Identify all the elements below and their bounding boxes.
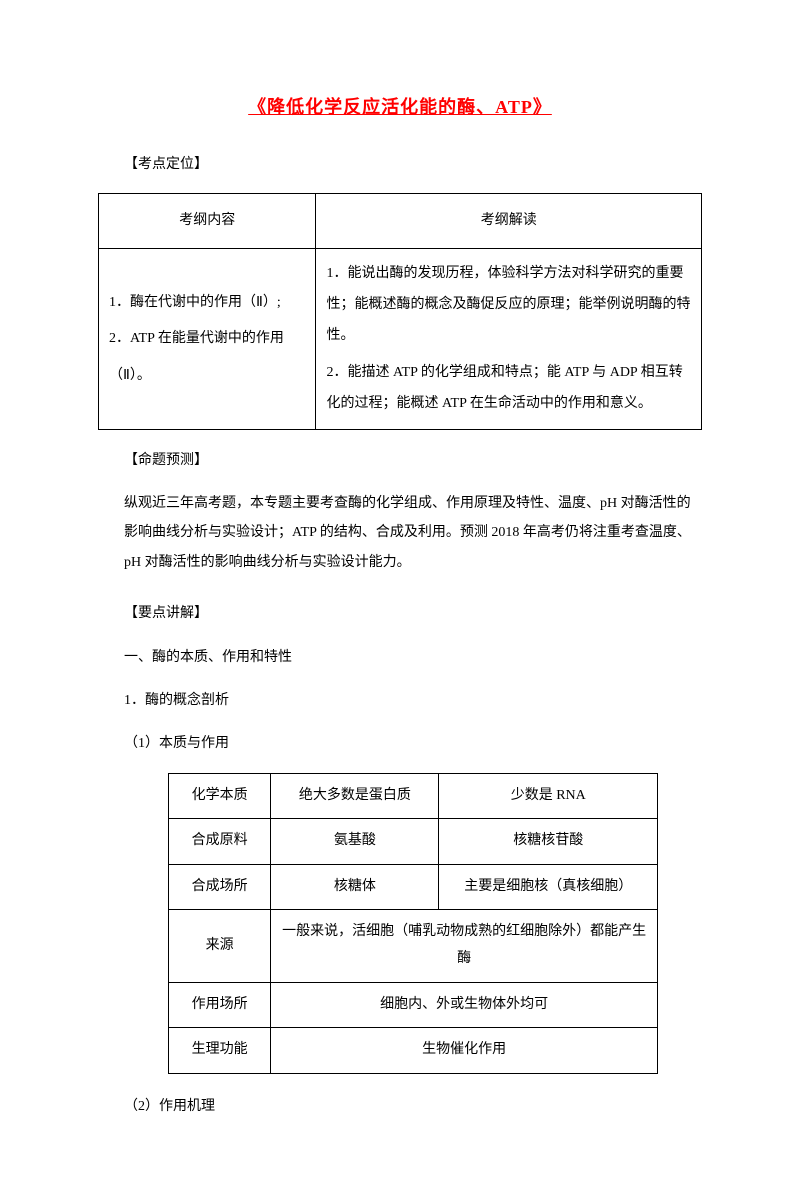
tbl2-source-text: 一般来说，活细胞（哺乳动物成熟的红细胞除外）都能产生酶 <box>271 910 658 982</box>
tbl2-place-label: 作用场所 <box>169 982 271 1028</box>
tbl1-right-line1: 1．能说出酶的发现历程，体验科学方法对科学研究的重要性；能概述酶的概念及酶促反应… <box>326 259 691 351</box>
table-row: 化学本质 绝大多数是蛋白质 少数是 RNA <box>169 773 658 819</box>
tbl1-left-line1: 1．酶在代谢中的作用（Ⅱ）; <box>109 285 305 321</box>
outline-level1: 一、酶的本质、作用和特性 <box>124 643 702 672</box>
outline-level2: 1．酶的概念剖析 <box>124 686 702 715</box>
tbl2-source-label: 来源 <box>169 910 271 982</box>
tbl2-r1-c2: 少数是 RNA <box>439 773 658 819</box>
tbl2-r2-c1: 氨基酸 <box>271 819 439 865</box>
tbl2-r3-c2: 主要是细胞核（真核细胞） <box>439 864 658 910</box>
tbl2-func-text: 生物催化作用 <box>271 1028 658 1074</box>
section-yaodian-label: 【要点讲解】 <box>124 599 702 628</box>
tbl1-body-right: 1．能说出酶的发现历程，体验科学方法对科学研究的重要性；能概述酶的概念及酶促反应… <box>316 249 702 430</box>
table-row: 来源 一般来说，活细胞（哺乳动物成熟的红细胞除外）都能产生酶 <box>169 910 658 982</box>
tbl1-right-line2: 2．能描述 ATP 的化学组成和特点；能 ATP 与 ADP 相互转化的过程；能… <box>326 358 691 420</box>
table-row: 作用场所 细胞内、外或生物体外均可 <box>169 982 658 1028</box>
outline-level3b: （2）作用机理 <box>124 1092 702 1121</box>
tbl2-place-text: 细胞内、外或生物体外均可 <box>271 982 658 1028</box>
section-kaodian-label: 【考点定位】 <box>124 152 702 179</box>
table-row: 合成原料 氨基酸 核糖核苷酸 <box>169 819 658 865</box>
tbl2-r3-c1: 核糖体 <box>271 864 439 910</box>
section-mingti-label: 【命题预测】 <box>124 448 702 475</box>
enzyme-table: 化学本质 绝大多数是蛋白质 少数是 RNA 合成原料 氨基酸 核糖核苷酸 合成场… <box>168 773 658 1074</box>
tbl2-r1-c1: 绝大多数是蛋白质 <box>271 773 439 819</box>
page-title: 《降低化学反应活化能的酶、ATP》 <box>98 90 702 124</box>
table-row: 生理功能 生物催化作用 <box>169 1028 658 1074</box>
mingti-body: 纵观近三年高考题，本专题主要考查酶的化学组成、作用原理及特性、温度、pH 对酶活… <box>124 489 702 577</box>
tbl2-r3-label: 合成场所 <box>169 864 271 910</box>
tbl1-body-left: 1．酶在代谢中的作用（Ⅱ）; 2．ATP 在能量代谢中的作用（Ⅱ）。 <box>99 249 316 430</box>
tbl2-func-label: 生理功能 <box>169 1028 271 1074</box>
syllabus-table: 考纲内容 考纲解读 1．酶在代谢中的作用（Ⅱ）; 2．ATP 在能量代谢中的作用… <box>98 193 702 431</box>
tbl1-head-left: 考纲内容 <box>99 193 316 249</box>
table-row: 合成场所 核糖体 主要是细胞核（真核细胞） <box>169 864 658 910</box>
document-page: 《降低化学反应活化能的酶、ATP》 【考点定位】 考纲内容 考纲解读 1．酶在代… <box>0 0 800 1195</box>
tbl2-r2-label: 合成原料 <box>169 819 271 865</box>
outline-level3a: （1）本质与作用 <box>124 729 702 758</box>
tbl2-r2-c2: 核糖核苷酸 <box>439 819 658 865</box>
tbl1-left-line2: 2．ATP 在能量代谢中的作用（Ⅱ）。 <box>109 321 305 394</box>
tbl1-head-right: 考纲解读 <box>316 193 702 249</box>
tbl2-r1-label: 化学本质 <box>169 773 271 819</box>
